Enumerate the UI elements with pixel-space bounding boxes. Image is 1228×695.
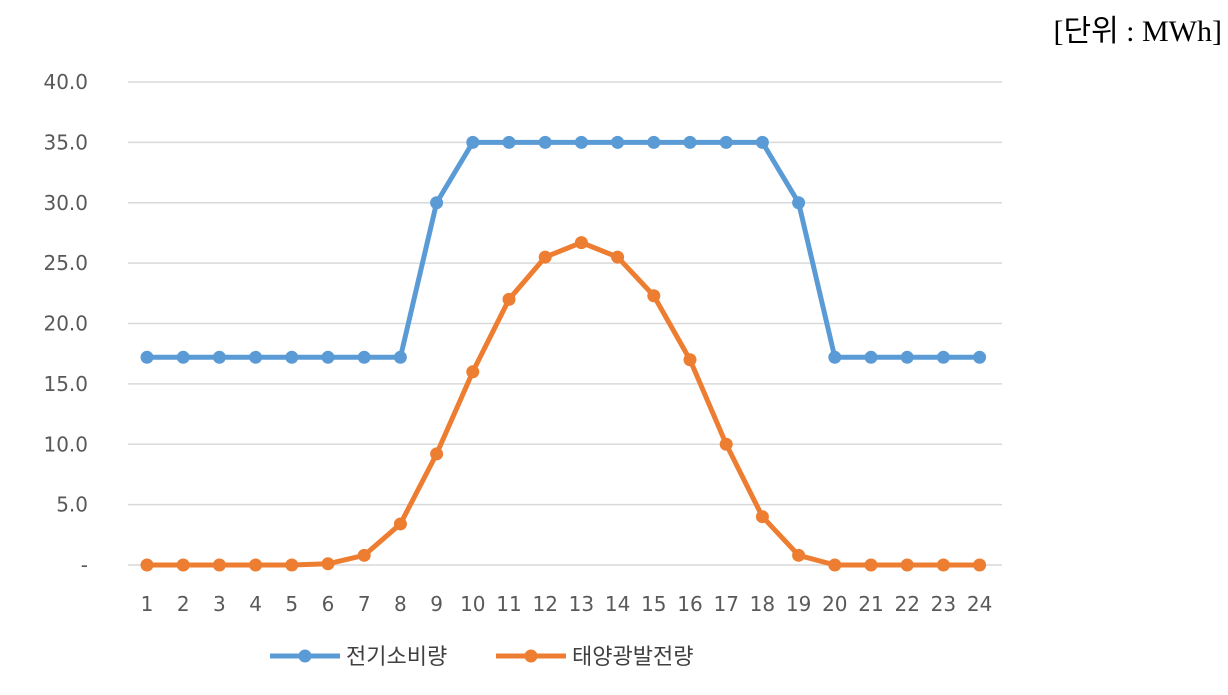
y-tick-label: 20.0 bbox=[43, 312, 88, 336]
data-point bbox=[393, 517, 407, 531]
x-tick-label: 24 bbox=[967, 592, 992, 616]
y-axis: - 5.0 10.0 15.0 20.0 25.0 30.0 35.0 40.0 bbox=[43, 70, 88, 577]
y-tick-label: 15.0 bbox=[43, 372, 88, 396]
y-tick-label: 30.0 bbox=[43, 191, 88, 215]
data-point bbox=[393, 350, 407, 364]
x-tick-label: 22 bbox=[894, 592, 919, 616]
y-tick-label: 35.0 bbox=[43, 130, 88, 154]
data-point bbox=[538, 135, 552, 149]
data-point bbox=[140, 350, 154, 364]
x-tick-label: 8 bbox=[394, 592, 407, 616]
data-point bbox=[212, 350, 226, 364]
x-tick-label: 5 bbox=[285, 592, 298, 616]
x-tick-label: 15 bbox=[641, 592, 666, 616]
data-point bbox=[828, 350, 842, 364]
data-point bbox=[864, 350, 878, 364]
data-point bbox=[249, 558, 263, 572]
data-point bbox=[357, 548, 371, 562]
data-point bbox=[792, 196, 806, 210]
data-point bbox=[828, 558, 842, 572]
data-point bbox=[285, 350, 299, 364]
data-point bbox=[973, 558, 987, 572]
x-tick-label: 4 bbox=[249, 592, 262, 616]
unit-label: [단위 : MWh] bbox=[1053, 15, 1222, 48]
data-point bbox=[647, 289, 661, 303]
legend-item-0: 전기소비량 bbox=[270, 645, 447, 670]
x-tick-label: 16 bbox=[677, 592, 702, 616]
data-point bbox=[683, 135, 697, 149]
x-tick-label: 14 bbox=[605, 592, 630, 616]
series-line-1 bbox=[144, 240, 983, 568]
legend-swatch-marker bbox=[524, 649, 538, 663]
data-point bbox=[249, 350, 263, 364]
x-tick-label: 7 bbox=[358, 592, 371, 616]
legend-item-1: 태양광발전량 bbox=[496, 645, 693, 670]
series-0 bbox=[140, 135, 987, 364]
data-point bbox=[719, 135, 733, 149]
x-tick-label: 21 bbox=[858, 592, 883, 616]
x-axis: 1 2 3 4 5 6 7 8 9 10 11 12 13 14 15 16 17 18 19 20 21 22 23 24 bbox=[141, 592, 993, 616]
data-point bbox=[321, 557, 335, 571]
data-point bbox=[538, 250, 552, 264]
data-point bbox=[611, 135, 625, 149]
data-point bbox=[466, 135, 480, 149]
x-tick-label: 11 bbox=[496, 592, 521, 616]
data-point bbox=[321, 350, 335, 364]
data-point bbox=[357, 350, 371, 364]
x-tick-label: 12 bbox=[532, 592, 557, 616]
data-point bbox=[502, 135, 516, 149]
data-point bbox=[647, 135, 661, 149]
series-lines bbox=[140, 135, 987, 572]
x-tick-label: 18 bbox=[750, 592, 775, 616]
data-point bbox=[176, 558, 190, 572]
data-point bbox=[683, 353, 697, 367]
x-tick-label: 6 bbox=[322, 592, 335, 616]
data-point bbox=[936, 558, 950, 572]
data-point bbox=[973, 350, 987, 364]
x-tick-label: 1 bbox=[141, 592, 154, 616]
x-tick-label: 23 bbox=[931, 592, 956, 616]
x-tick-label: 17 bbox=[713, 592, 738, 616]
data-point bbox=[430, 447, 444, 461]
legend-label: 전기소비량 bbox=[346, 645, 447, 670]
x-tick-label: 3 bbox=[213, 592, 226, 616]
data-point bbox=[140, 558, 154, 572]
data-point bbox=[900, 558, 914, 572]
data-point bbox=[755, 135, 769, 149]
y-tick-label: 25.0 bbox=[43, 251, 88, 275]
x-tick-label: 19 bbox=[786, 592, 811, 616]
x-tick-label: 20 bbox=[822, 592, 847, 616]
y-tick-label: - bbox=[81, 553, 88, 577]
legend-label: 태양광발전량 bbox=[572, 645, 693, 670]
y-tick-label: 5.0 bbox=[56, 493, 88, 517]
y-tick-label: 10.0 bbox=[43, 432, 88, 456]
data-point bbox=[574, 135, 588, 149]
data-point bbox=[755, 510, 769, 524]
x-tick-label: 10 bbox=[460, 592, 485, 616]
x-tick-label: 13 bbox=[569, 592, 594, 616]
data-point bbox=[466, 365, 480, 379]
x-tick-label: 2 bbox=[177, 592, 190, 616]
data-point bbox=[502, 292, 516, 306]
data-point bbox=[936, 350, 950, 364]
gridlines bbox=[128, 81, 1002, 566]
legend-swatch-marker bbox=[298, 649, 312, 663]
data-point bbox=[430, 196, 444, 210]
x-tick-label: 9 bbox=[430, 592, 443, 616]
data-point bbox=[900, 350, 914, 364]
legend: 전기소비량 태양광발전량 bbox=[270, 645, 693, 670]
data-point bbox=[176, 350, 190, 364]
data-point bbox=[864, 558, 878, 572]
data-point bbox=[574, 236, 588, 250]
data-point bbox=[285, 558, 299, 572]
data-point bbox=[792, 548, 806, 562]
data-point bbox=[611, 250, 625, 264]
data-point bbox=[719, 437, 733, 451]
y-tick-label: 40.0 bbox=[43, 70, 88, 94]
series-1 bbox=[140, 236, 987, 572]
data-point bbox=[212, 558, 226, 572]
